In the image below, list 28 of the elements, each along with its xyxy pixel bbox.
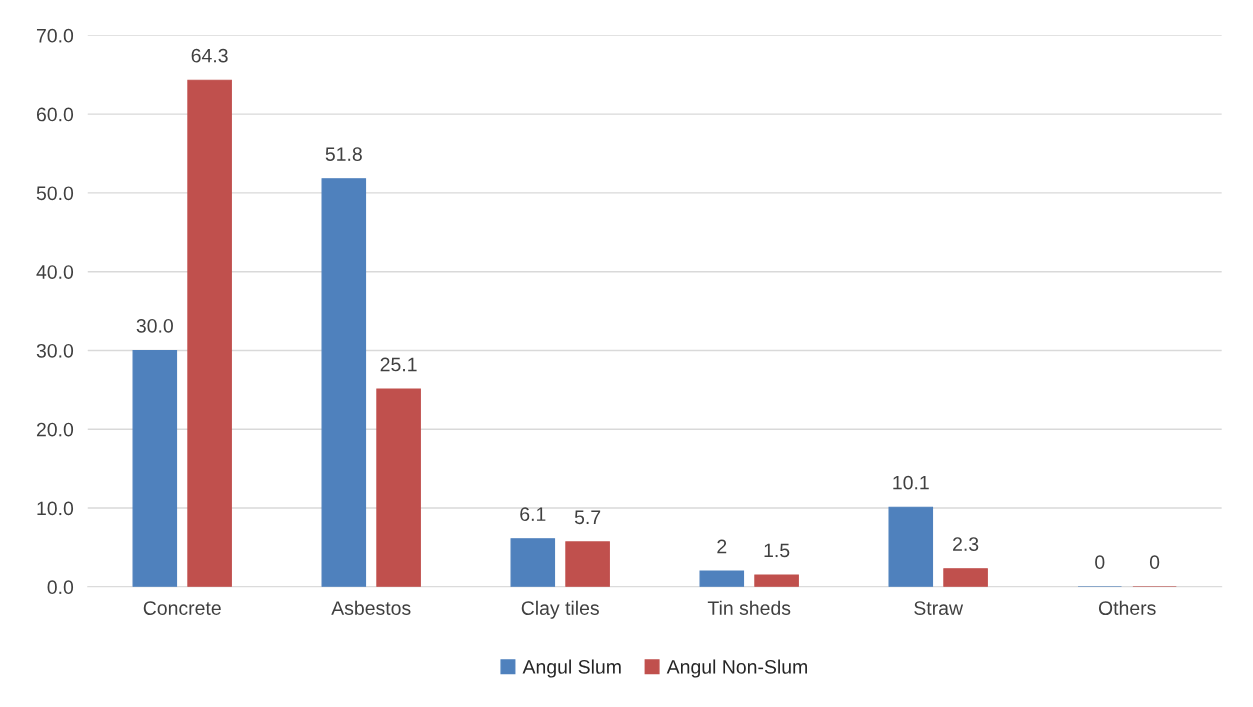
y-tick-label: 10.0	[37, 501, 74, 516]
data-label: 0	[1149, 555, 1160, 570]
y-tick-label: 50.0	[36, 186, 74, 201]
y-tick-label: 0.0	[47, 580, 74, 595]
data-label: 25.1	[380, 357, 417, 372]
x-tick-label: Others	[1098, 600, 1156, 615]
x-tick-label: Asbestos	[331, 600, 411, 615]
data-label: 0	[1095, 555, 1105, 570]
data-label: 1.5	[764, 543, 790, 558]
data-label: 64.3	[191, 48, 228, 63]
data-label: 5.7	[574, 510, 601, 525]
data-label: 2.3	[953, 537, 979, 551]
legend-label: Angul Non-Slum	[666, 659, 807, 678]
x-tick-label: Clay tiles	[521, 600, 599, 619]
y-tick-label: 40.0	[36, 265, 74, 279]
data-label: 2	[717, 539, 727, 554]
x-tick-label: Straw	[914, 601, 964, 615]
legend-label: Angul Slum	[522, 659, 621, 678]
y-tick-label: 20.0	[36, 422, 74, 437]
x-tick-label: Tin sheds	[707, 600, 791, 615]
data-label: 10.1	[893, 475, 929, 490]
data-label: 6.1	[520, 507, 546, 522]
y-tick-label: 30.0	[36, 343, 74, 358]
data-label: 51.8	[325, 147, 362, 161]
data-label: 30.0	[136, 318, 173, 333]
x-tick-label: Concrete	[143, 601, 221, 615]
y-tick-label: 70.0	[36, 28, 74, 43]
y-tick-label: 60.0	[36, 107, 74, 122]
